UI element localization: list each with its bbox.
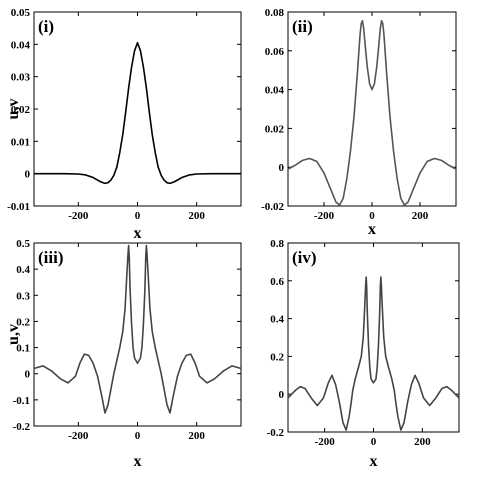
y-tick-label: 0.04 xyxy=(265,85,285,97)
y-tick-label: 0.4 xyxy=(16,264,30,276)
y-tick-label: 0 xyxy=(25,169,31,181)
panel-label: (i) xyxy=(38,17,54,36)
panel-4: -200 0 200 -0.2 0 0.2 0.4 0.6 0.8 (iv) x xyxy=(267,238,460,470)
x-axis-label: x xyxy=(368,221,376,238)
y-tick-label: 0.2 xyxy=(16,316,30,328)
x-axis-label: x xyxy=(134,225,142,242)
y-tick-label: 0.03 xyxy=(11,72,31,84)
y-tick-label: 0.06 xyxy=(265,46,285,58)
x-tick-label: -200 xyxy=(314,210,335,222)
y-tick-label: 0.02 xyxy=(11,104,31,116)
y-tick-label: 0.4 xyxy=(270,314,284,326)
y-axis-label: u,v xyxy=(5,99,22,120)
x-tick-label: 0 xyxy=(135,210,141,222)
y-tick-label: -0.2 xyxy=(13,421,31,433)
panel-2: -200 0 200 -0.02 0 0.02 0.04 0.06 0.08 (ii) x xyxy=(261,7,457,238)
x-axis-label: x xyxy=(370,453,378,470)
panel-label: (ii) xyxy=(292,17,313,36)
panel-3: -200 0 200 -0.2 -0.1 0 0.1 0.2 0.3 0.4 0.5 (iii) x u,… xyxy=(5,238,242,470)
y-axis-label: u,v xyxy=(5,324,22,345)
y-tick-label: -0.2 xyxy=(267,427,285,439)
x-tick-label: 200 xyxy=(188,210,205,222)
y-tick-label: -0.01 xyxy=(7,201,30,213)
x-tick-label: 0 xyxy=(369,210,375,222)
x-axis-label: x xyxy=(134,453,142,470)
y-tick-label: 0.6 xyxy=(270,276,284,288)
series-line-1 xyxy=(34,41,241,185)
x-tick-label: -200 xyxy=(68,430,89,442)
plot-frame xyxy=(287,11,457,207)
x-tick-label: 200 xyxy=(188,430,205,442)
y-tick-label: 0.02 xyxy=(265,123,285,135)
plot-frame xyxy=(287,242,460,433)
y-tick-label: -0.02 xyxy=(261,201,284,213)
plot-frame xyxy=(33,11,242,207)
y-tick-label: 0.04 xyxy=(11,39,31,51)
y-tick-label: 0.05 xyxy=(11,7,31,19)
series-line-1 xyxy=(287,276,460,431)
y-tick-label: 0.3 xyxy=(16,290,30,302)
y-tick-label: 0.8 xyxy=(270,238,284,250)
series-line-1 xyxy=(287,19,457,206)
y-tick-label: 0.1 xyxy=(16,343,30,355)
x-tick-label: 0 xyxy=(371,436,377,448)
y-tick-label: -0.1 xyxy=(13,395,30,407)
panel-label: (iv) xyxy=(292,248,317,267)
y-tick-label: 0.5 xyxy=(16,238,30,250)
y-tick-label: 0.01 xyxy=(11,136,30,148)
y-tick-label: 0 xyxy=(25,369,31,381)
x-tick-label: -200 xyxy=(68,210,89,222)
y-tick-label: 0 xyxy=(279,389,285,401)
x-tick-label: 200 xyxy=(414,436,431,448)
panel-1: -200 0 200 -0.01 0 0.01 0.02 0.03 0.04 0.05 (i) x u,… xyxy=(5,7,242,242)
panel-label: (iii) xyxy=(38,248,64,267)
plot-frame xyxy=(33,242,242,427)
y-tick-label: 0.08 xyxy=(265,7,285,19)
y-tick-label: 0.2 xyxy=(270,351,284,363)
y-tick-label: 0 xyxy=(279,162,285,174)
series-line-1 xyxy=(33,244,242,414)
x-tick-label: 0 xyxy=(135,430,141,442)
x-tick-label: -200 xyxy=(315,436,336,448)
x-tick-label: 200 xyxy=(412,210,429,222)
